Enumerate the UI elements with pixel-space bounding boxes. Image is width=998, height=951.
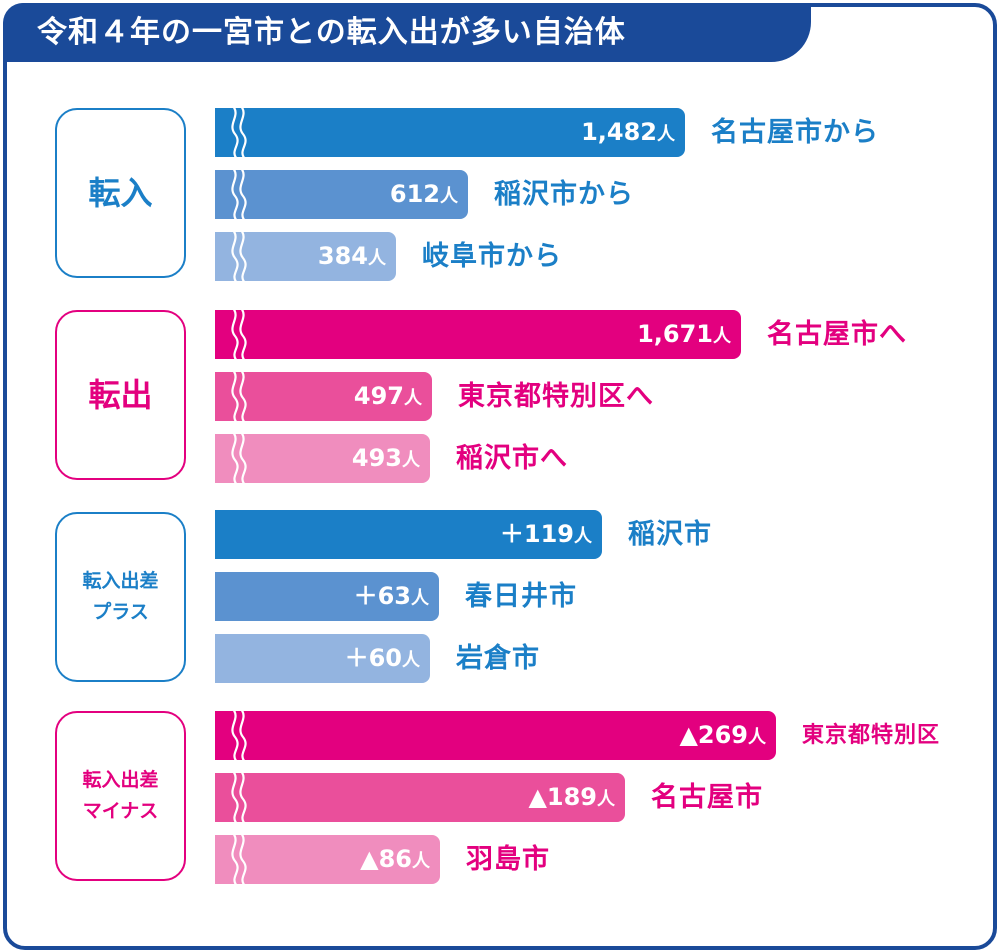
bar-value-unit: 人 (412, 851, 430, 872)
axis-break-mark (231, 711, 247, 760)
axis-break-mark (231, 170, 247, 219)
bar: 1,482人 (215, 108, 685, 157)
category-label: 東京都特別区 (802, 723, 941, 748)
group-label-box: 転入 (55, 108, 186, 278)
axis-break-mark (231, 773, 247, 822)
bar-value-label: ＋60人 (345, 634, 420, 683)
bar: 1,671人 (215, 310, 741, 359)
bar-value-unit: 人 (368, 248, 386, 269)
chart-title: 令和４年の一宮市との転入出が多い自治体 (37, 15, 626, 50)
bar-value-number: ▲86 (360, 845, 412, 873)
bar-value-number: ▲189 (528, 783, 597, 811)
bar: ▲86人 (215, 835, 440, 884)
bar-value-label: ▲86人 (360, 835, 430, 884)
category-label: 名古屋市から (711, 117, 879, 148)
bar-value-number: ＋119 (499, 520, 574, 548)
axis-break-mark (231, 108, 247, 157)
group-label: 転入出差 (82, 769, 159, 791)
group-label-box: 転入出差 マイナス (55, 711, 186, 881)
bar-value-unit: 人 (657, 124, 675, 145)
category-label: 名古屋市 (651, 782, 763, 813)
group-label: マイナス (82, 800, 159, 822)
group-label: 転入出差 (82, 570, 159, 592)
bar-value-unit: 人 (440, 186, 458, 207)
bar-value-unit: 人 (402, 450, 420, 471)
category-label: 名古屋市へ (767, 319, 907, 350)
group-label-box: 転入出差 プラス (55, 512, 186, 682)
category-label: 岩倉市 (456, 643, 540, 674)
bar-value-label: ＋63人 (354, 572, 429, 621)
bar-value-unit: 人 (404, 388, 422, 409)
axis-break-mark (231, 372, 247, 421)
bar: ▲269人 (215, 711, 776, 760)
group-label: プラス (92, 601, 149, 623)
category-label: 羽島市 (466, 844, 550, 875)
category-label: 岐阜市から (422, 241, 562, 272)
bar: 497人 (215, 372, 432, 421)
bar-value-number: 1,482 (581, 118, 657, 146)
bar: ＋60人 (215, 634, 430, 683)
bar-value-number: ＋60 (344, 644, 402, 672)
bar-value-label: 1,482人 (581, 108, 675, 157)
category-label: 稲沢市から (494, 179, 634, 210)
bar-value-unit: 人 (402, 650, 420, 671)
bar-value-label: 612人 (390, 170, 458, 219)
bar-value-label: 1,671人 (637, 310, 731, 359)
bar-value-label: 497人 (354, 372, 422, 421)
bar-value-label: ▲189人 (528, 773, 615, 822)
bar-value-unit: 人 (748, 727, 766, 748)
group-label-box: 転出 (55, 310, 186, 480)
bar-value-number: 384 (317, 242, 368, 270)
bar: 612人 (215, 170, 468, 219)
axis-break-mark (231, 434, 247, 483)
axis-break-mark (231, 835, 247, 884)
bar-value-unit: 人 (597, 789, 615, 810)
category-label: 東京都特別区へ (458, 381, 654, 412)
bar-value-label: 493人 (352, 434, 420, 483)
axis-break-mark (231, 310, 247, 359)
bar-value-number: ＋63 (353, 582, 411, 610)
group-label: 転出 (88, 376, 153, 414)
bar: ＋119人 (215, 510, 602, 559)
category-label: 稲沢市 (628, 519, 712, 550)
bar-value-unit: 人 (713, 326, 731, 347)
bar-value-number: 497 (353, 382, 404, 410)
bar-value-number: 1,671 (637, 320, 713, 348)
category-label: 春日井市 (465, 581, 577, 612)
bar-value-number: 612 (389, 180, 440, 208)
bar-value-label: ＋119人 (500, 510, 592, 559)
bar: ＋63人 (215, 572, 439, 621)
bar-value-label: ▲269人 (679, 711, 766, 760)
bar: 493人 (215, 434, 430, 483)
bar: 384人 (215, 232, 396, 281)
bar-value-unit: 人 (411, 588, 429, 609)
axis-break-mark (231, 232, 247, 281)
bar-value-number: ▲269 (679, 721, 748, 749)
bar-value-label: 384人 (318, 232, 386, 281)
group-label: 転入 (88, 174, 153, 212)
bar-value-number: 493 (351, 444, 402, 472)
bar: ▲189人 (215, 773, 625, 822)
category-label: 稲沢市へ (456, 443, 568, 474)
title-banner: 令和４年の一宮市との転入出が多い自治体 (3, 3, 811, 62)
bar-value-unit: 人 (574, 526, 592, 547)
